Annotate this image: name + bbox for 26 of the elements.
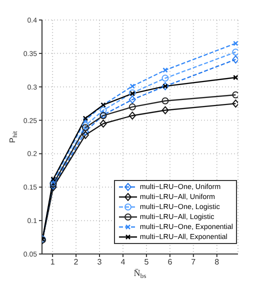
point (130, 84, 136, 89)
point (232, 100, 238, 108)
x-tick-label: 5 (144, 258, 150, 267)
point (162, 67, 168, 73)
point (232, 55, 238, 64)
point (100, 106, 107, 114)
point (162, 74, 169, 82)
x-tick-label: 4 (120, 258, 126, 267)
point (128, 96, 136, 104)
point (100, 120, 107, 128)
x-tick-label: 2 (74, 258, 79, 267)
x-tick-label: 1 (50, 258, 56, 267)
x-tick-label: 3 (97, 258, 102, 267)
point (162, 106, 169, 114)
x-tick-label: 8 (214, 258, 220, 267)
point (232, 91, 238, 98)
point (82, 128, 89, 136)
point (233, 40, 238, 46)
point (82, 130, 89, 139)
x-axis-title: N̄$_{bs}$ (134, 268, 147, 280)
point (232, 48, 238, 56)
point (128, 103, 136, 110)
x-tick-label: 7 (191, 258, 196, 267)
point (128, 112, 136, 120)
point (162, 97, 169, 104)
x-tick-label: 6 (168, 258, 173, 267)
